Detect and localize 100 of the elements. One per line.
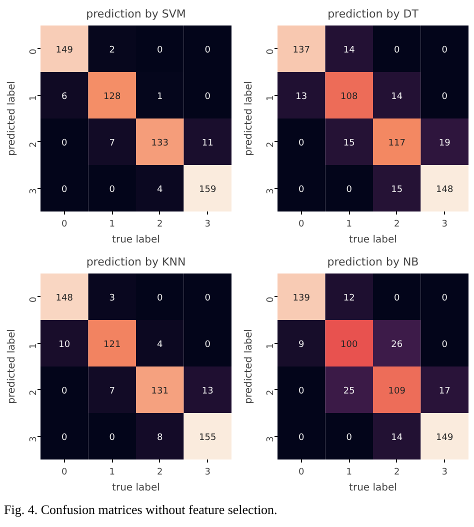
x-axis-title: true label [349, 234, 397, 246]
y-tick-label: 0 [266, 48, 276, 54]
x-tick-label: 0 [298, 468, 305, 478]
data-label: 0 [442, 340, 448, 350]
x-tick-label: 0 [62, 468, 68, 478]
x-tick-label: 2 [157, 468, 163, 478]
data-label: 0 [204, 340, 211, 350]
x-tick-label: 3 [442, 220, 448, 230]
y-tick-label: 2 [29, 142, 39, 148]
data-label: 149 [436, 432, 454, 443]
y-axis-title: predicted label [244, 81, 254, 156]
data-label: 0 [62, 184, 68, 195]
data-label: 0 [442, 45, 448, 56]
x-tick-label: 3 [204, 220, 210, 230]
x-tick-label: 0 [62, 220, 68, 230]
x-tick-label: 1 [109, 468, 115, 478]
data-label: 148 [56, 293, 74, 304]
data-label: 0 [204, 92, 211, 102]
y-tick-label: 1 [29, 343, 39, 349]
x-tick-label: 3 [204, 468, 210, 478]
data-label: 0 [62, 386, 68, 396]
data-label: 0 [346, 184, 352, 195]
data-label: 0 [346, 432, 352, 443]
x-tick-label: 2 [394, 220, 400, 230]
data-label: 15 [343, 138, 355, 148]
data-label: 0 [157, 45, 164, 56]
data-label: 0 [298, 432, 305, 443]
data-label: 11 [202, 138, 214, 148]
data-label: 14 [391, 92, 403, 102]
data-label: 0 [394, 45, 400, 56]
data-label: 19 [438, 138, 451, 148]
x-tick-label: 3 [442, 468, 448, 478]
x-tick-label: 0 [298, 220, 305, 230]
data-label: 128 [104, 92, 121, 102]
data-label: 131 [151, 386, 168, 396]
chart-title: prediction by NB [327, 256, 419, 268]
data-label: 139 [292, 293, 310, 304]
x-axis-title: true label [112, 482, 160, 494]
data-label: 0 [204, 293, 211, 304]
data-label: 159 [199, 184, 216, 195]
data-label: 9 [298, 340, 305, 350]
data-label: 0 [394, 293, 400, 304]
y-axis-title: predicted label [244, 329, 254, 404]
data-label: 15 [391, 184, 403, 195]
data-label: 13 [296, 92, 308, 102]
data-label: 7 [109, 138, 115, 148]
data-label: 0 [298, 386, 305, 396]
data-label: 133 [151, 138, 168, 148]
data-label: 8 [157, 432, 164, 443]
data-label: 4 [157, 184, 164, 195]
data-label: 149 [56, 45, 74, 56]
y-tick-label: 2 [266, 390, 276, 396]
data-label: 0 [298, 138, 305, 148]
y-tick-label: 1 [266, 95, 276, 101]
data-label: 0 [157, 293, 164, 304]
y-tick-label: 3 [266, 188, 276, 194]
data-label: 121 [104, 340, 121, 350]
data-label: 12 [343, 293, 355, 304]
data-label: 137 [292, 45, 310, 56]
x-axis-title: true label [349, 482, 397, 494]
data-label: 14 [391, 432, 403, 443]
data-label: 13 [202, 386, 214, 396]
data-label: 0 [442, 293, 448, 304]
y-tick-label: 3 [29, 188, 39, 194]
y-tick-label: 3 [29, 436, 39, 442]
x-axis-title: true label [112, 234, 160, 246]
data-label: 0 [109, 184, 116, 195]
data-label: 10 [58, 340, 70, 350]
y-tick-label: 3 [266, 436, 276, 442]
data-label: 155 [199, 432, 216, 443]
chart-title: prediction by KNN [86, 256, 186, 268]
x-tick-label: 1 [109, 220, 115, 230]
x-tick-label: 1 [346, 220, 352, 230]
y-axis-title: predicted label [6, 329, 18, 404]
x-tick-label: 2 [394, 468, 400, 478]
data-label: 0 [442, 92, 448, 102]
data-label: 4 [157, 340, 164, 350]
data-label: 6 [62, 92, 68, 102]
data-label: 148 [436, 184, 454, 195]
data-label: 7 [109, 386, 115, 396]
caption: Fig. 4. Confusion matrices without feature selection. [4, 501, 278, 519]
data-label: 1 [157, 92, 163, 102]
x-tick-label: 2 [157, 220, 163, 230]
y-tick-label: 0 [29, 296, 39, 302]
chart-title: prediction by SVM [86, 8, 186, 20]
y-tick-label: 1 [29, 95, 39, 101]
y-tick-label: 2 [266, 142, 276, 148]
y-tick-label: 0 [266, 296, 276, 302]
data-label: 17 [438, 386, 450, 396]
data-label: 14 [343, 45, 356, 56]
chart-title: prediction by DT [328, 8, 419, 20]
data-label: 108 [340, 92, 358, 102]
data-label: 0 [62, 432, 68, 443]
data-label: 2 [109, 45, 115, 56]
y-tick-label: 0 [29, 48, 39, 54]
data-label: 109 [388, 386, 406, 396]
x-tick-label: 1 [346, 468, 352, 478]
data-label: 26 [391, 340, 403, 350]
y-tick-label: 2 [29, 390, 39, 396]
data-label: 0 [298, 184, 305, 195]
